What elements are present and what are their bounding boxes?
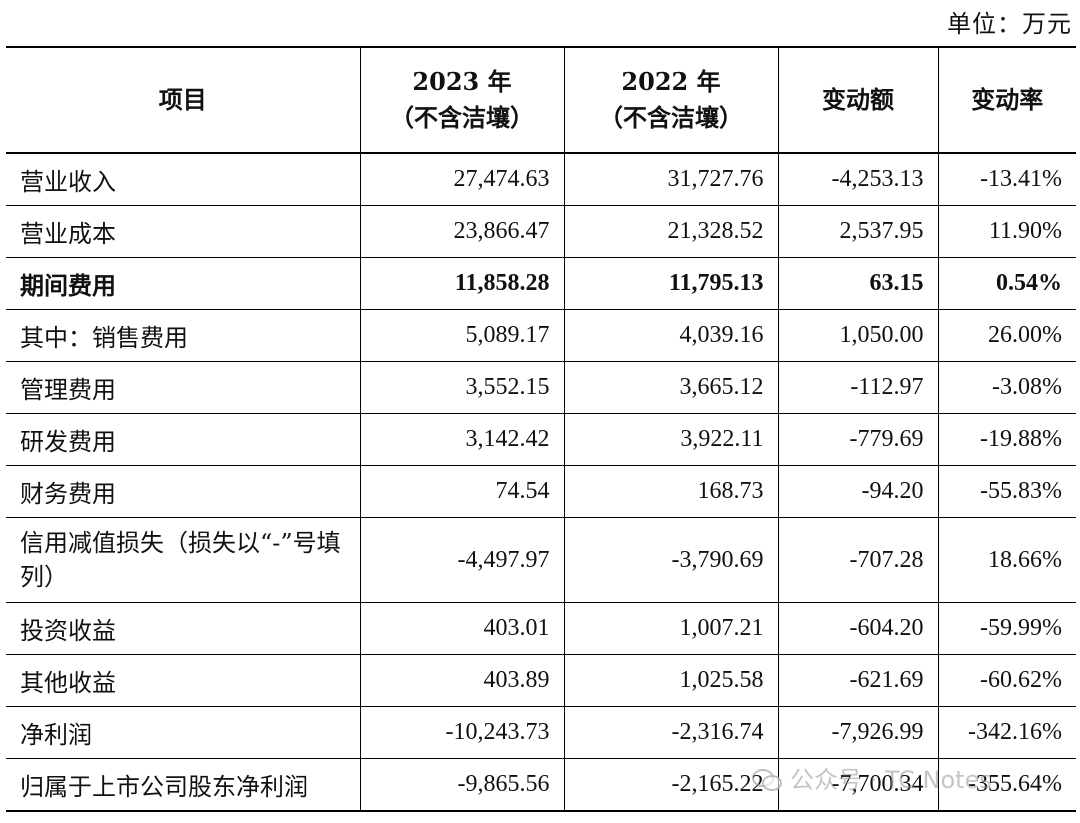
row-rate: 26.00%: [938, 309, 1076, 362]
row-2022: -3,790.69: [564, 517, 779, 603]
row-rate: -355.64%: [938, 758, 1076, 812]
row-change: 2,537.95: [778, 205, 939, 258]
row-item: 财务费用: [6, 465, 361, 518]
row-2022: -2,316.74: [564, 706, 779, 759]
row-item: 其中：销售费用: [6, 309, 361, 362]
row-rate: -60.62%: [938, 654, 1076, 707]
row-2023: 27,474.63: [360, 153, 565, 206]
row-rate: -59.99%: [938, 602, 1076, 655]
row-change: 63.15: [778, 257, 939, 310]
header-rate: 变动率: [938, 47, 1076, 154]
row-2022: -2,165.22: [564, 758, 779, 812]
row-item: 信用减值损失（损失以“-”号填列）: [6, 517, 361, 603]
row-2022: 11,795.13: [564, 257, 779, 310]
row-2023: 3,142.42: [360, 413, 565, 466]
row-change: -779.69: [778, 413, 939, 466]
row-rate: 18.66%: [938, 517, 1076, 603]
row-change: -707.28: [778, 517, 939, 603]
row-change: -4,253.13: [778, 153, 939, 206]
header-2022: 2022 年 （不含洁壤）: [564, 47, 779, 154]
row-2023: 3,552.15: [360, 361, 565, 414]
table-row: 财务费用 74.54 168.73 -94.20 -55.83%: [6, 465, 1076, 518]
row-2023: 403.01: [360, 602, 565, 655]
table-row: 其他收益 403.89 1,025.58 -621.69 -60.62%: [6, 654, 1076, 707]
row-2023: 11,858.28: [360, 257, 565, 310]
row-2023: 74.54: [360, 465, 565, 518]
row-2023: -9,865.56: [360, 758, 565, 812]
table-row: 归属于上市公司股东净利润 -9,865.56 -2,165.22 -7,700.…: [6, 758, 1076, 812]
header-2023: 2023 年 （不含洁壤）: [360, 47, 565, 154]
row-rate: 11.90%: [938, 205, 1076, 258]
row-change: -7,926.99: [778, 706, 939, 759]
table-header-row: 项目 2023 年 （不含洁壤） 2022 年 （不含洁壤） 变动额 变动率: [6, 47, 1076, 154]
row-2022: 31,727.76: [564, 153, 779, 206]
table-row: 投资收益 403.01 1,007.21 -604.20 -59.99%: [6, 602, 1076, 655]
table-row: 营业收入 27,474.63 31,727.76 -4,253.13 -13.4…: [6, 153, 1076, 206]
row-2022: 21,328.52: [564, 205, 779, 258]
row-item: 其他收益: [6, 654, 361, 707]
row-item: 投资收益: [6, 602, 361, 655]
row-2022: 3,922.11: [564, 413, 779, 466]
row-change: -112.97: [778, 361, 939, 414]
row-change: -94.20: [778, 465, 939, 518]
row-item: 营业成本: [6, 205, 361, 258]
wechat-icon: [752, 767, 782, 791]
financial-table: 项目 2023 年 （不含洁壤） 2022 年 （不含洁壤） 变动额 变动率 营…: [6, 46, 1076, 812]
row-item: 期间费用: [6, 257, 361, 310]
row-rate: 0.54%: [938, 257, 1076, 310]
row-item: 研发费用: [6, 413, 361, 466]
table-row: 其中：销售费用 5,089.17 4,039.16 1,050.00 26.00…: [6, 309, 1076, 362]
row-rate: -3.08%: [938, 361, 1076, 414]
table-row: 研发费用 3,142.42 3,922.11 -779.69 -19.88%: [6, 413, 1076, 466]
row-item: 归属于上市公司股东净利润: [6, 758, 361, 812]
unit-label: 单位：万元: [947, 10, 1072, 38]
header-2022-year: 2022 年: [621, 67, 721, 96]
row-2023: -4,497.97: [360, 517, 565, 603]
table-row-period-expenses: 期间费用 11,858.28 11,795.13 63.15 0.54%: [6, 257, 1076, 310]
row-change: -7,700.34: [778, 758, 939, 812]
header-change: 变动额: [778, 47, 939, 154]
table-row: 营业成本 23,866.47 21,328.52 2,537.95 11.90%: [6, 205, 1076, 258]
row-rate: -19.88%: [938, 413, 1076, 466]
row-2023: 403.89: [360, 654, 565, 707]
header-2023-note: （不含洁壤）: [390, 103, 534, 132]
row-change: 1,050.00: [778, 309, 939, 362]
row-rate: -342.16%: [938, 706, 1076, 759]
row-2022: 1,025.58: [564, 654, 779, 707]
watermark-text: 公众号 · TC Notes: [790, 766, 992, 794]
header-2022-note: （不含洁壤）: [599, 103, 743, 132]
row-2022: 1,007.21: [564, 602, 779, 655]
row-item: 净利润: [6, 706, 361, 759]
table-row: 管理费用 3,552.15 3,665.12 -112.97 -3.08%: [6, 361, 1076, 414]
row-2023: 5,089.17: [360, 309, 565, 362]
row-change: -621.69: [778, 654, 939, 707]
row-2022: 3,665.12: [564, 361, 779, 414]
row-change: -604.20: [778, 602, 939, 655]
header-2023-year: 2023 年: [412, 67, 512, 96]
row-rate: -55.83%: [938, 465, 1076, 518]
table-row: 信用减值损失（损失以“-”号填列） -4,497.97 -3,790.69 -7…: [6, 517, 1076, 603]
watermark: 公众号 · TC Notes: [752, 760, 992, 795]
row-2023: -10,243.73: [360, 706, 565, 759]
row-item: 营业收入: [6, 153, 361, 206]
row-2023: 23,866.47: [360, 205, 565, 258]
row-rate: -13.41%: [938, 153, 1076, 206]
row-2022: 4,039.16: [564, 309, 779, 362]
row-2022: 168.73: [564, 465, 779, 518]
table-row: 净利润 -10,243.73 -2,316.74 -7,926.99 -342.…: [6, 706, 1076, 759]
row-item: 管理费用: [6, 361, 361, 414]
header-item: 项目: [6, 47, 361, 154]
